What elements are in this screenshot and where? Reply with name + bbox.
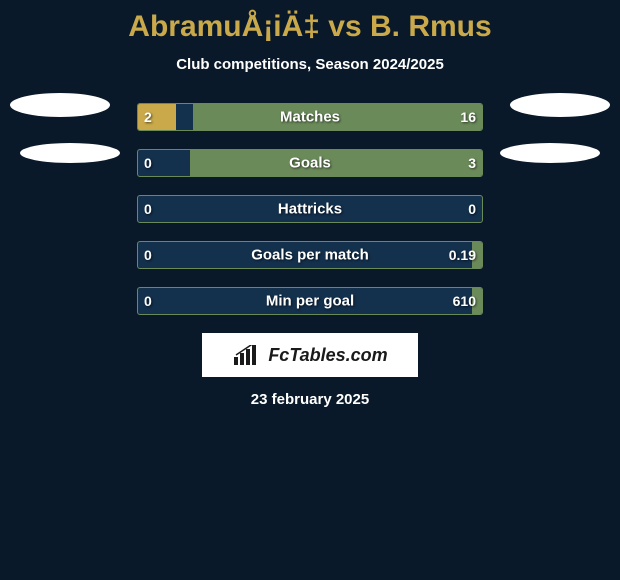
value-left: 0 xyxy=(144,201,152,217)
value-left: 0 xyxy=(144,293,152,309)
avatar-right-front xyxy=(500,143,600,163)
avatar-right-back xyxy=(510,93,610,117)
stat-label: Min per goal xyxy=(266,293,354,310)
content-area: 2 Matches 16 0 Goals 3 0 Hattricks xyxy=(0,103,620,408)
stat-rows: 2 Matches 16 0 Goals 3 0 Hattricks xyxy=(130,103,490,315)
logo-box[interactable]: FcTables.com xyxy=(202,333,418,377)
stat-label: Hattricks xyxy=(278,201,342,218)
value-left: 2 xyxy=(144,109,152,125)
value-right: 3 xyxy=(468,155,476,171)
logo-text: FcTables.com xyxy=(268,345,387,366)
value-left: 0 xyxy=(144,155,152,171)
stat-row-min-per-goal: 0 Min per goal 610 xyxy=(130,287,490,315)
value-right: 0 xyxy=(468,201,476,217)
value-left: 0 xyxy=(144,247,152,263)
subtitle: Club competitions, Season 2024/2025 xyxy=(0,56,620,73)
stat-label: Matches xyxy=(280,109,340,126)
value-right: 0.19 xyxy=(449,247,476,263)
chart-icon xyxy=(232,345,262,365)
stat-label: Goals xyxy=(289,155,331,172)
stat-label: Goals per match xyxy=(251,247,369,264)
page-title: AbramuÅ¡iÄ‡ vs B. Rmus xyxy=(0,10,620,44)
stat-row-matches: 2 Matches 16 xyxy=(130,103,490,131)
stat-row-goals: 0 Goals 3 xyxy=(130,149,490,177)
stat-row-goals-per-match: 0 Goals per match 0.19 xyxy=(130,241,490,269)
avatar-left-back xyxy=(10,93,110,117)
avatar-left-front xyxy=(20,143,120,163)
value-right: 610 xyxy=(453,293,476,309)
stat-row-hattricks: 0 Hattricks 0 xyxy=(130,195,490,223)
bar-right xyxy=(190,150,482,176)
value-right: 16 xyxy=(460,109,476,125)
date: 23 february 2025 xyxy=(0,391,620,408)
